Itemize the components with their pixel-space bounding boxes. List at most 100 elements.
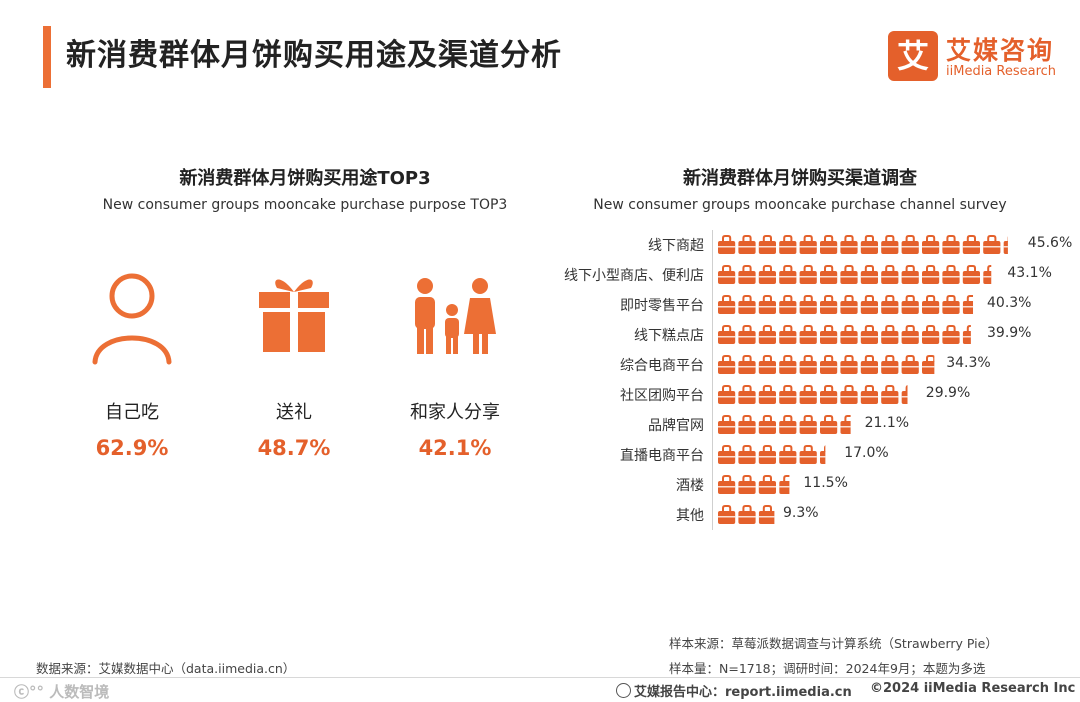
bag-mark xyxy=(881,295,899,314)
channel-bar xyxy=(718,505,775,524)
copyright-text: ©2024 iiMedia Research Inc xyxy=(870,681,1076,696)
bag-mark xyxy=(758,235,776,254)
bag-mark xyxy=(962,325,971,344)
bag-mark xyxy=(922,355,935,374)
bag-mark xyxy=(840,385,858,404)
logo-en-text: iiMedia Research xyxy=(946,64,1057,79)
person-icon xyxy=(92,273,172,365)
channel-category-label: 线下商超 xyxy=(648,238,704,254)
channel-category-label: 社区团购平台 xyxy=(620,388,704,404)
bag-mark xyxy=(901,235,919,254)
channel-bar xyxy=(718,445,826,464)
bag-mark xyxy=(881,325,899,344)
channel-bar xyxy=(718,295,974,314)
bag-mark xyxy=(799,235,817,254)
bag-mark xyxy=(779,235,797,254)
bag-mark xyxy=(942,235,960,254)
channel-category-label: 酒楼 xyxy=(676,478,704,494)
channel-category-label: 线下小型商店、便利店 xyxy=(564,268,704,284)
bag-mark xyxy=(779,325,797,344)
channel-value-label: 11.5% xyxy=(803,475,848,491)
footer-divider xyxy=(0,677,1080,678)
channel-value-label: 39.9% xyxy=(987,325,1032,341)
bag-mark xyxy=(779,385,797,404)
bag-mark xyxy=(799,265,817,284)
purpose-title-cn: 新消费群体月饼购买用途TOP3 xyxy=(179,168,431,189)
channel-value-label: 40.3% xyxy=(987,295,1032,311)
bag-mark xyxy=(820,445,826,464)
channel-category-label: 品牌官网 xyxy=(648,418,704,434)
bag-mark xyxy=(738,505,756,524)
channel-bar xyxy=(718,325,971,344)
bag-mark xyxy=(901,385,908,404)
bag-mark xyxy=(1003,236,1008,254)
bag-mark xyxy=(860,235,878,254)
globe-icon xyxy=(616,683,631,698)
bag-mark xyxy=(738,475,756,494)
bag-mark xyxy=(758,475,776,494)
bag-mark xyxy=(779,295,797,314)
bag-mark xyxy=(718,265,736,284)
bag-mark xyxy=(738,355,756,374)
bag-mark xyxy=(901,265,919,284)
bag-mark xyxy=(779,475,790,494)
channel-title-en: New consumer groups mooncake purchase ch… xyxy=(593,197,1007,213)
bag-mark xyxy=(738,415,756,434)
channel-value-label: 43.1% xyxy=(1007,265,1052,281)
bag-mark xyxy=(820,265,838,284)
bag-mark xyxy=(840,415,851,434)
bag-mark xyxy=(799,355,817,374)
bag-mark xyxy=(758,265,776,284)
logo-cn-text: 艾媒咨询 xyxy=(946,36,1055,65)
bag-mark xyxy=(962,295,974,314)
purpose-label: 自己吃 xyxy=(105,402,159,423)
bag-mark xyxy=(840,265,858,284)
watermark-logo-icon: ⓒ°° xyxy=(14,683,45,701)
channel-category-label: 线下糕点店 xyxy=(634,328,704,344)
channel-bar xyxy=(718,355,935,374)
channel-value-label: 21.1% xyxy=(864,415,910,431)
channel-value-label: 34.3% xyxy=(946,355,991,371)
bag-mark xyxy=(901,325,919,344)
bag-mark xyxy=(738,295,756,314)
bag-mark xyxy=(860,385,878,404)
purpose-value: 42.1% xyxy=(418,436,492,460)
family-icon xyxy=(415,278,496,354)
purpose-item: 和家人分享 42.1% xyxy=(375,270,535,470)
bag-mark xyxy=(860,355,878,374)
gift-icon xyxy=(259,279,329,352)
bag-mark xyxy=(942,295,960,314)
bag-mark xyxy=(758,355,776,374)
report-center-text: 艾媒报告中心：report.iimedia.cn xyxy=(634,685,852,700)
bag-mark xyxy=(860,325,878,344)
bag-mark xyxy=(718,295,736,314)
bag-mark xyxy=(820,325,838,344)
sample-source-note: 样本来源：草莓派数据调查与计算系统（Strawberry Pie） xyxy=(669,636,998,651)
report-center-link[interactable]: 艾媒报告中心：report.iimedia.cn xyxy=(616,681,852,700)
bag-mark xyxy=(758,325,776,344)
logo-mark: 艾 xyxy=(888,31,938,81)
bag-mark xyxy=(983,235,1001,254)
bag-mark xyxy=(718,415,736,434)
channel-value-label: 45.6% xyxy=(1027,235,1073,251)
chart-axis xyxy=(712,230,713,530)
bag-mark xyxy=(881,235,899,254)
sample-size-note: 样本量：N=1718；调研时间：2024年9月；本题为多选 xyxy=(669,661,986,676)
bag-mark xyxy=(718,445,736,464)
bag-mark xyxy=(758,295,776,314)
bag-mark xyxy=(820,385,838,404)
channel-category-label: 综合电商平台 xyxy=(620,358,704,374)
bag-mark xyxy=(738,445,756,464)
purpose-title-en: New consumer groups mooncake purchase pu… xyxy=(102,197,508,213)
bag-mark xyxy=(738,385,756,404)
bag-mark xyxy=(881,265,899,284)
bag-mark xyxy=(738,325,756,344)
purpose-item: 自己吃 62.9% xyxy=(52,270,212,470)
bag-mark xyxy=(820,295,838,314)
bag-mark xyxy=(840,325,858,344)
bag-mark xyxy=(840,295,858,314)
bag-mark xyxy=(738,265,756,284)
bag-mark xyxy=(983,265,992,284)
purpose-value: 62.9% xyxy=(95,436,169,460)
bag-mark xyxy=(881,355,899,374)
